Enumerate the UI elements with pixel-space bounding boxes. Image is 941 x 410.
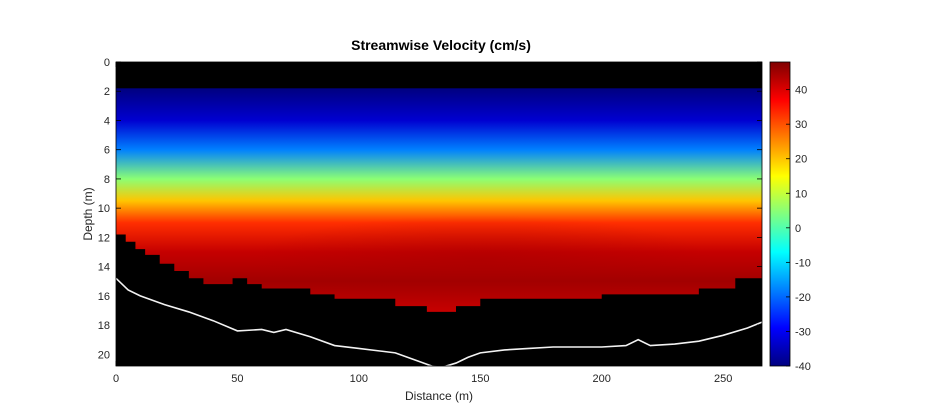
y-tick-label: 4	[104, 115, 110, 127]
velocity-core	[249, 215, 712, 304]
colorbar-tick-label: 10	[795, 188, 807, 200]
colorbar-tick-label: 30	[795, 119, 807, 131]
chart-title: Streamwise Velocity (cm/s)	[351, 37, 531, 53]
x-tick-label: 0	[113, 373, 119, 385]
colorbar-tick-label: 20	[795, 154, 807, 166]
colorbar: -40 -30 -20 -10 0 10 20 30 40	[769, 61, 811, 373]
y-axis: 0 2 4 6 8 10 12 14 16 18 20	[98, 57, 762, 361]
colorbar-fill	[769, 61, 791, 367]
x-axis-label: Distance (m)	[405, 389, 473, 403]
y-tick-label: 12	[98, 232, 110, 244]
y-tick-label: 0	[104, 57, 110, 69]
y-tick-label: 16	[98, 291, 110, 303]
bottom-data-mask	[116, 234, 762, 366]
colorbar-ticks: -40 -30 -20 -10 0 10 20 30 40	[786, 85, 811, 373]
colorbar-tick-label: -10	[795, 257, 811, 269]
y-axis-label: Depth (m)	[81, 187, 95, 240]
colorbar-tick-label: -20	[795, 292, 811, 304]
plot-frame	[115, 61, 763, 367]
y-tick-label: 10	[98, 203, 110, 215]
plot-area	[116, 62, 762, 366]
y-tick-label: 8	[104, 174, 110, 186]
y-tick-label: 20	[98, 349, 110, 361]
colorbar-tick-label: -30	[795, 326, 811, 338]
colorbar-tick-label: 0	[795, 223, 801, 235]
x-axis: 0 50 100 150 200 250	[113, 62, 732, 385]
y-tick-label: 18	[98, 320, 110, 332]
y-tick-label: 14	[98, 262, 110, 274]
x-tick-label: 200	[593, 373, 611, 385]
x-tick-label: 100	[350, 373, 368, 385]
y-tick-label: 2	[104, 86, 110, 98]
x-tick-label: 250	[714, 373, 732, 385]
x-tick-label: 150	[471, 373, 489, 385]
colorbar-tick-label: -40	[795, 361, 811, 373]
x-tick-label: 50	[231, 373, 243, 385]
y-tick-label: 6	[104, 145, 110, 157]
riverbed-line	[116, 277, 762, 366]
colorbar-tick-label: 40	[795, 85, 807, 97]
